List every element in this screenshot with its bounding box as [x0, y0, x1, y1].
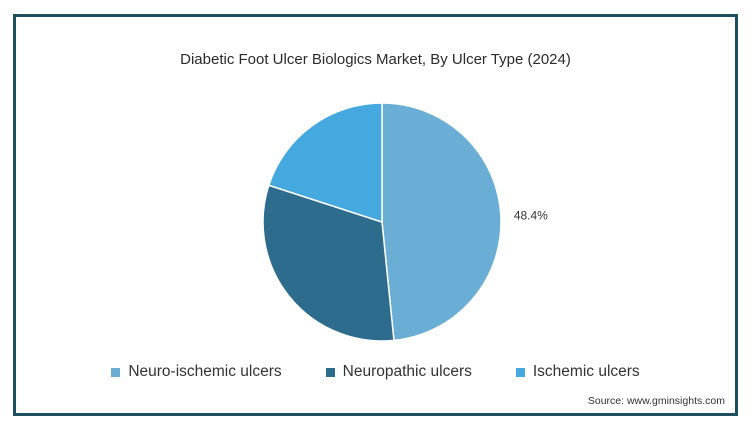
data-label: 48.4% [514, 208, 548, 222]
legend-swatch [515, 367, 525, 377]
legend-swatch [325, 367, 335, 377]
pie-slice-neuropathic [262, 184, 395, 342]
pie-slice-neuro-ischemic [381, 102, 502, 342]
legend-item-neuro-ischemic: Neuro-ischemic ulcers [111, 363, 282, 381]
chart-frame: Diabetic Foot Ulcer Biologics Market, By… [13, 14, 738, 416]
legend-label: Neuropathic ulcers [342, 363, 472, 380]
legend: Neuro-ischemic ulcers Neuropathic ulcers… [16, 363, 735, 381]
legend-label: Neuro-ischemic ulcers [128, 363, 282, 380]
legend-label: Ischemic ulcers [532, 363, 640, 380]
pie-chart: 48.4% [262, 102, 548, 342]
source-note: Source: www.gminsights.com [587, 395, 725, 407]
chart-title: Diabetic Foot Ulcer Biologics Market, By… [180, 51, 571, 68]
legend-item-ischemic: Ischemic ulcers [515, 363, 640, 381]
legend-swatch [111, 367, 121, 377]
pie-slice-ischemic [267, 102, 383, 224]
legend-item-neuropathic: Neuropathic ulcers [325, 363, 472, 381]
